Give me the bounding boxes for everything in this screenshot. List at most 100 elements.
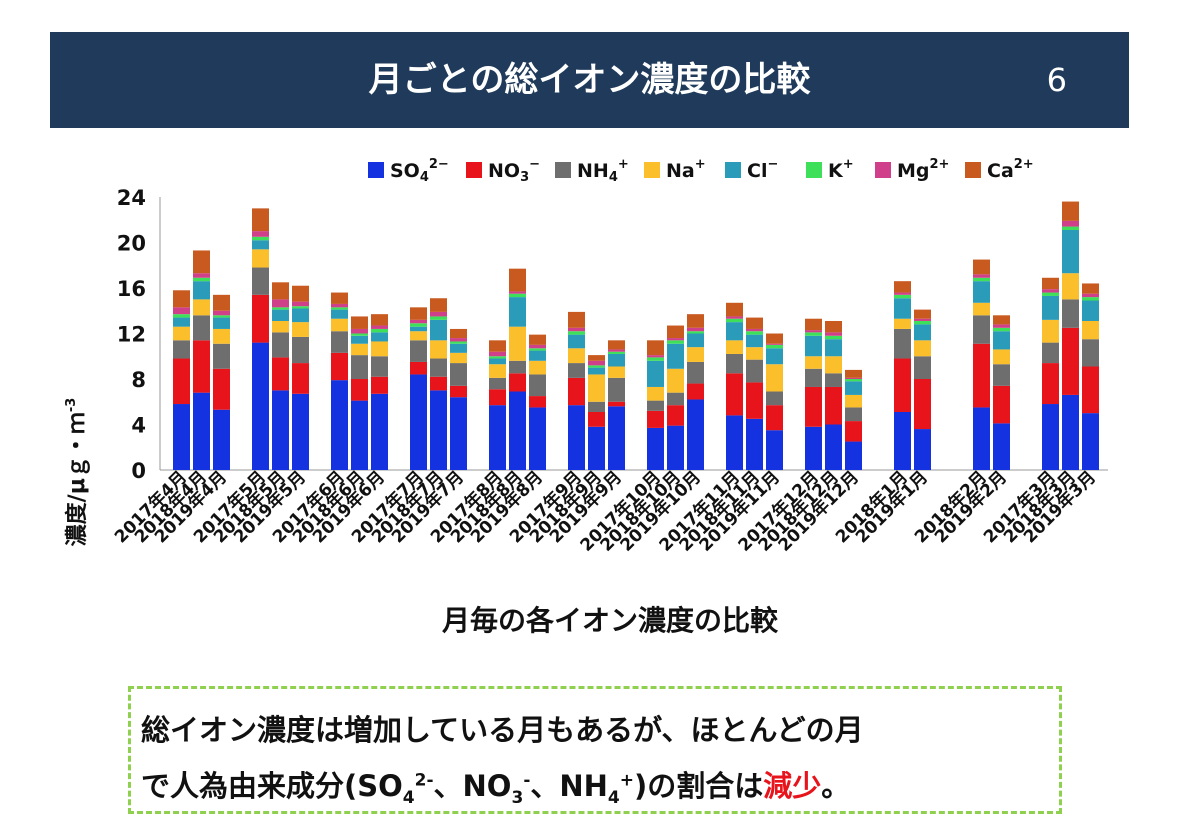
bar-segment [726, 322, 743, 341]
bar-segment [746, 317, 763, 329]
bar-segment [173, 314, 190, 318]
bar-segment [410, 307, 427, 320]
bar-segment [252, 231, 269, 237]
bar-segment [1062, 394, 1079, 470]
legend-label-sub: 4 [420, 170, 429, 185]
bar-segment [410, 326, 427, 332]
bar-segment [825, 335, 842, 340]
bar-segment [914, 340, 931, 357]
bar-segment [805, 335, 822, 357]
bar-segment [568, 311, 585, 328]
bar-segment [173, 358, 190, 405]
legend-swatch [555, 162, 571, 178]
bar-segment [529, 407, 546, 470]
page-number: 6 [1046, 61, 1067, 99]
bar-segment [331, 292, 348, 304]
bar-segment [1062, 299, 1079, 328]
bar-segment [529, 360, 546, 375]
bar-segment [1062, 327, 1079, 395]
bar-segment [252, 249, 269, 268]
bar-segment [193, 277, 210, 282]
bar-segment [371, 341, 388, 357]
bar-segment [430, 358, 447, 377]
bar-segment [450, 385, 467, 398]
bar-segment [331, 309, 348, 319]
legend-label-sup: − [529, 157, 540, 172]
bar-segment [489, 351, 506, 357]
bar-segment [371, 356, 388, 377]
page-title: 月ごとの総イオン濃度の比較 [368, 60, 811, 100]
legend-label-sub: 3 [520, 170, 529, 185]
bar-segment [1042, 342, 1059, 364]
y-tick-label: 20 [117, 232, 146, 256]
bar-segment [450, 363, 467, 386]
legend-label-name: Mg [897, 160, 930, 182]
bar-segment [213, 317, 230, 329]
bar-segment [805, 318, 822, 331]
y-axis: 0 4 8 12 16 20 24 [117, 186, 1108, 483]
legend-swatch [965, 162, 981, 178]
bar-segment [193, 250, 210, 274]
bar-segment [450, 397, 467, 470]
bar-segment [213, 310, 230, 316]
bar-segment [845, 407, 862, 422]
legend-label-sup: 2+ [930, 157, 950, 172]
bar-segment [252, 240, 269, 250]
legend-label-name: NO [488, 160, 520, 182]
bar-segment [647, 360, 664, 387]
bar-segment [746, 334, 763, 348]
y-axis-label-sup: -3 [64, 398, 79, 412]
bar-segment [973, 281, 990, 303]
bar-segment [252, 267, 269, 295]
bar-segment [529, 350, 546, 361]
bar-segment [430, 376, 447, 391]
bar-segment [647, 410, 664, 428]
bar-segment [993, 423, 1010, 470]
legend-swatch [875, 162, 891, 178]
bar-segment [825, 356, 842, 374]
bar-segment [1082, 283, 1099, 294]
bar-segment [509, 373, 526, 392]
bar-segment [1062, 226, 1079, 230]
bar-segment [509, 268, 526, 292]
y-axis-label-text: 濃度/μｇ・ｍ [64, 412, 90, 546]
bar-segment [509, 391, 526, 470]
bar-segment [1082, 339, 1099, 367]
bar-segment [213, 294, 230, 311]
bar-segment [213, 368, 230, 410]
bar-segment [894, 294, 911, 299]
legend-label: NH4+ [577, 157, 629, 185]
bar-segment [351, 316, 368, 329]
bar-segment [509, 360, 526, 374]
bar-segment [193, 273, 210, 278]
bar-segment [667, 325, 684, 339]
bar-segment [667, 392, 684, 406]
bar-segment [845, 394, 862, 408]
bar-segment [450, 352, 467, 364]
bar-segment [914, 318, 931, 321]
bar-segment [213, 328, 230, 344]
legend-label-name: Cl [747, 160, 767, 182]
legend-label: Ca2+ [987, 157, 1034, 182]
bar-segment [292, 336, 309, 364]
bar-segment [252, 236, 269, 241]
bar-segment [410, 331, 427, 341]
legend-swatch [368, 162, 384, 178]
bar-segment [272, 320, 289, 333]
bar-segment [1082, 300, 1099, 321]
bar-segment [993, 327, 1010, 332]
bar-segment [588, 374, 605, 402]
bar-segment [805, 330, 822, 333]
legend-label-sup: 2+ [1014, 157, 1034, 172]
note-text: 、NO [433, 769, 512, 803]
bar-segment [351, 333, 368, 336]
bar-segment [687, 327, 704, 332]
legend-label: Mg2+ [897, 157, 949, 182]
bar-segment [351, 328, 368, 334]
bar-segment [687, 333, 704, 348]
bar-segment [914, 324, 931, 341]
bar-segment [489, 340, 506, 352]
bar-segment [331, 307, 348, 310]
bar-segment [213, 343, 230, 369]
bar-segment [1042, 289, 1059, 293]
